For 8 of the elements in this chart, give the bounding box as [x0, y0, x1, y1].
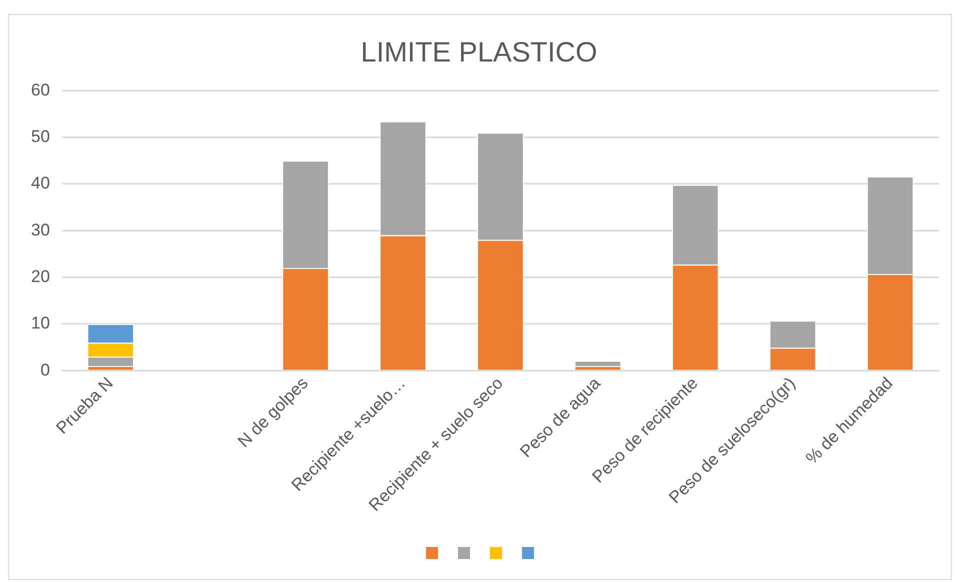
y-tick-label: 0 [40, 360, 50, 380]
chart-title: LIMITE PLASTICO [360, 36, 598, 68]
y-tick-label: 30 [30, 220, 50, 240]
y-tick-label: 40 [30, 174, 50, 193]
y-tick-label: 20 [30, 266, 50, 286]
y-tick-label: 60 [30, 80, 50, 100]
y-tick-label: 10 [30, 314, 50, 333]
y-tick-label: 50 [30, 126, 50, 146]
